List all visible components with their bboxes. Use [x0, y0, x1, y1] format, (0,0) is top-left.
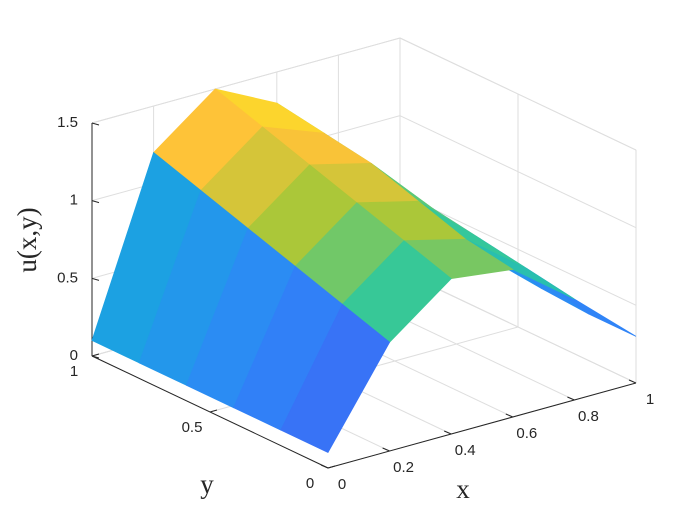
x-tick — [382, 447, 390, 452]
y-tick — [209, 409, 218, 413]
x-axis — [327, 382, 637, 469]
y-axis-title: y — [200, 469, 214, 499]
y-tick-label: 0.5 — [182, 419, 203, 436]
y-tick — [91, 353, 100, 357]
z-tick-label: 1.5 — [57, 114, 78, 131]
x-tick — [444, 430, 452, 435]
z-tick — [91, 200, 100, 204]
x-tick-label: 1 — [646, 391, 654, 408]
x-tick-label: 0.4 — [455, 442, 476, 459]
grid-line — [399, 192, 637, 306]
x-tick-label: 0.6 — [516, 425, 537, 442]
z-tick — [91, 355, 100, 359]
x-tick — [567, 396, 575, 401]
x-axis-title: x — [456, 474, 470, 504]
x-tick-label: 0.2 — [393, 459, 414, 476]
x-tick — [628, 379, 637, 384]
y-tick — [327, 465, 336, 469]
y-tick-label: 0 — [306, 475, 314, 492]
y-tick-label: 1 — [70, 363, 78, 380]
grid-line — [399, 115, 637, 229]
x-tick — [320, 464, 329, 469]
z-tick-label: 0.5 — [57, 269, 78, 286]
z-axis-title: u(x,y) — [12, 207, 42, 272]
x-tick-label: 0.8 — [578, 408, 599, 425]
x-tick-label: 0 — [338, 476, 346, 493]
z-tick-label: 0 — [70, 347, 78, 364]
grid-line — [399, 37, 637, 151]
z-tick — [91, 122, 100, 126]
surface-patch — [280, 303, 391, 453]
z-tick-label: 1 — [70, 192, 78, 209]
grid-line — [91, 37, 401, 124]
x-tick — [505, 413, 513, 418]
z-tick — [91, 277, 100, 281]
